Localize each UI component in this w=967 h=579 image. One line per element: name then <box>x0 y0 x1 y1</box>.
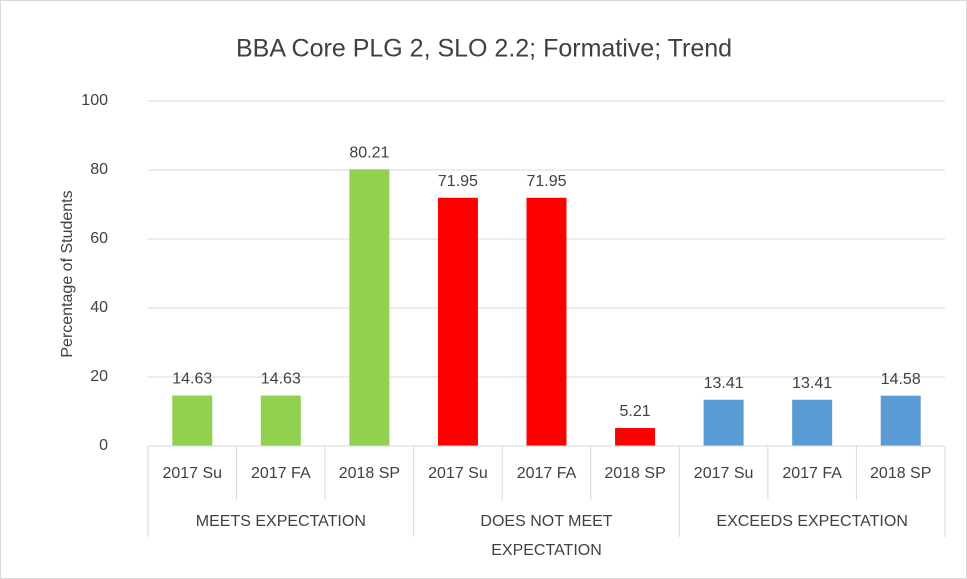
data-label: 71.95 <box>438 173 478 190</box>
chart-title: BBA Core PLG 2, SLO 2.2; Formative; Tren… <box>236 35 732 63</box>
data-label: 14.63 <box>172 371 212 388</box>
bar <box>526 197 567 446</box>
bar <box>260 395 301 446</box>
bar <box>792 399 833 446</box>
data-label: 14.63 <box>261 371 301 388</box>
bar <box>437 197 478 446</box>
y-tick-label: 0 <box>99 437 108 454</box>
y-tick-label: 80 <box>90 161 108 178</box>
x-tick-label: 2018 SP <box>870 465 931 482</box>
bar <box>703 399 744 446</box>
bar <box>615 428 656 446</box>
group-label: EXCEEDS EXPECTATION <box>716 513 908 530</box>
data-label: 13.41 <box>704 375 744 392</box>
group-label: DOES NOT MEET EXPECTATION <box>480 513 613 559</box>
data-label: 14.58 <box>881 371 921 388</box>
data-label: 71.95 <box>526 173 566 190</box>
x-tick-label: 2017 Su <box>162 465 222 482</box>
group-label: MEETS EXPECTATION <box>195 513 366 530</box>
y-tick-label: 40 <box>90 299 108 316</box>
x-tick-label: 2017 FA <box>517 465 577 482</box>
data-label: 80.21 <box>349 144 389 161</box>
data-label: 5.21 <box>619 403 650 420</box>
y-axis-label: Percentage of Students <box>59 190 76 357</box>
x-tick-label: 2018 SP <box>604 465 665 482</box>
y-tick-label: 60 <box>90 230 108 247</box>
x-tick-label: 2018 SP <box>339 465 400 482</box>
bar <box>172 395 213 446</box>
y-tick-label: 20 <box>90 368 108 385</box>
bar <box>880 395 921 446</box>
bar <box>349 169 390 446</box>
x-tick-label: 2017 Su <box>694 465 754 482</box>
x-tick-label: 2017 FA <box>251 465 311 482</box>
y-tick-label: 100 <box>81 92 108 109</box>
x-tick-label: 2017 Su <box>428 465 488 482</box>
x-tick-label: 2017 FA <box>782 465 842 482</box>
data-label: 13.41 <box>792 375 832 392</box>
